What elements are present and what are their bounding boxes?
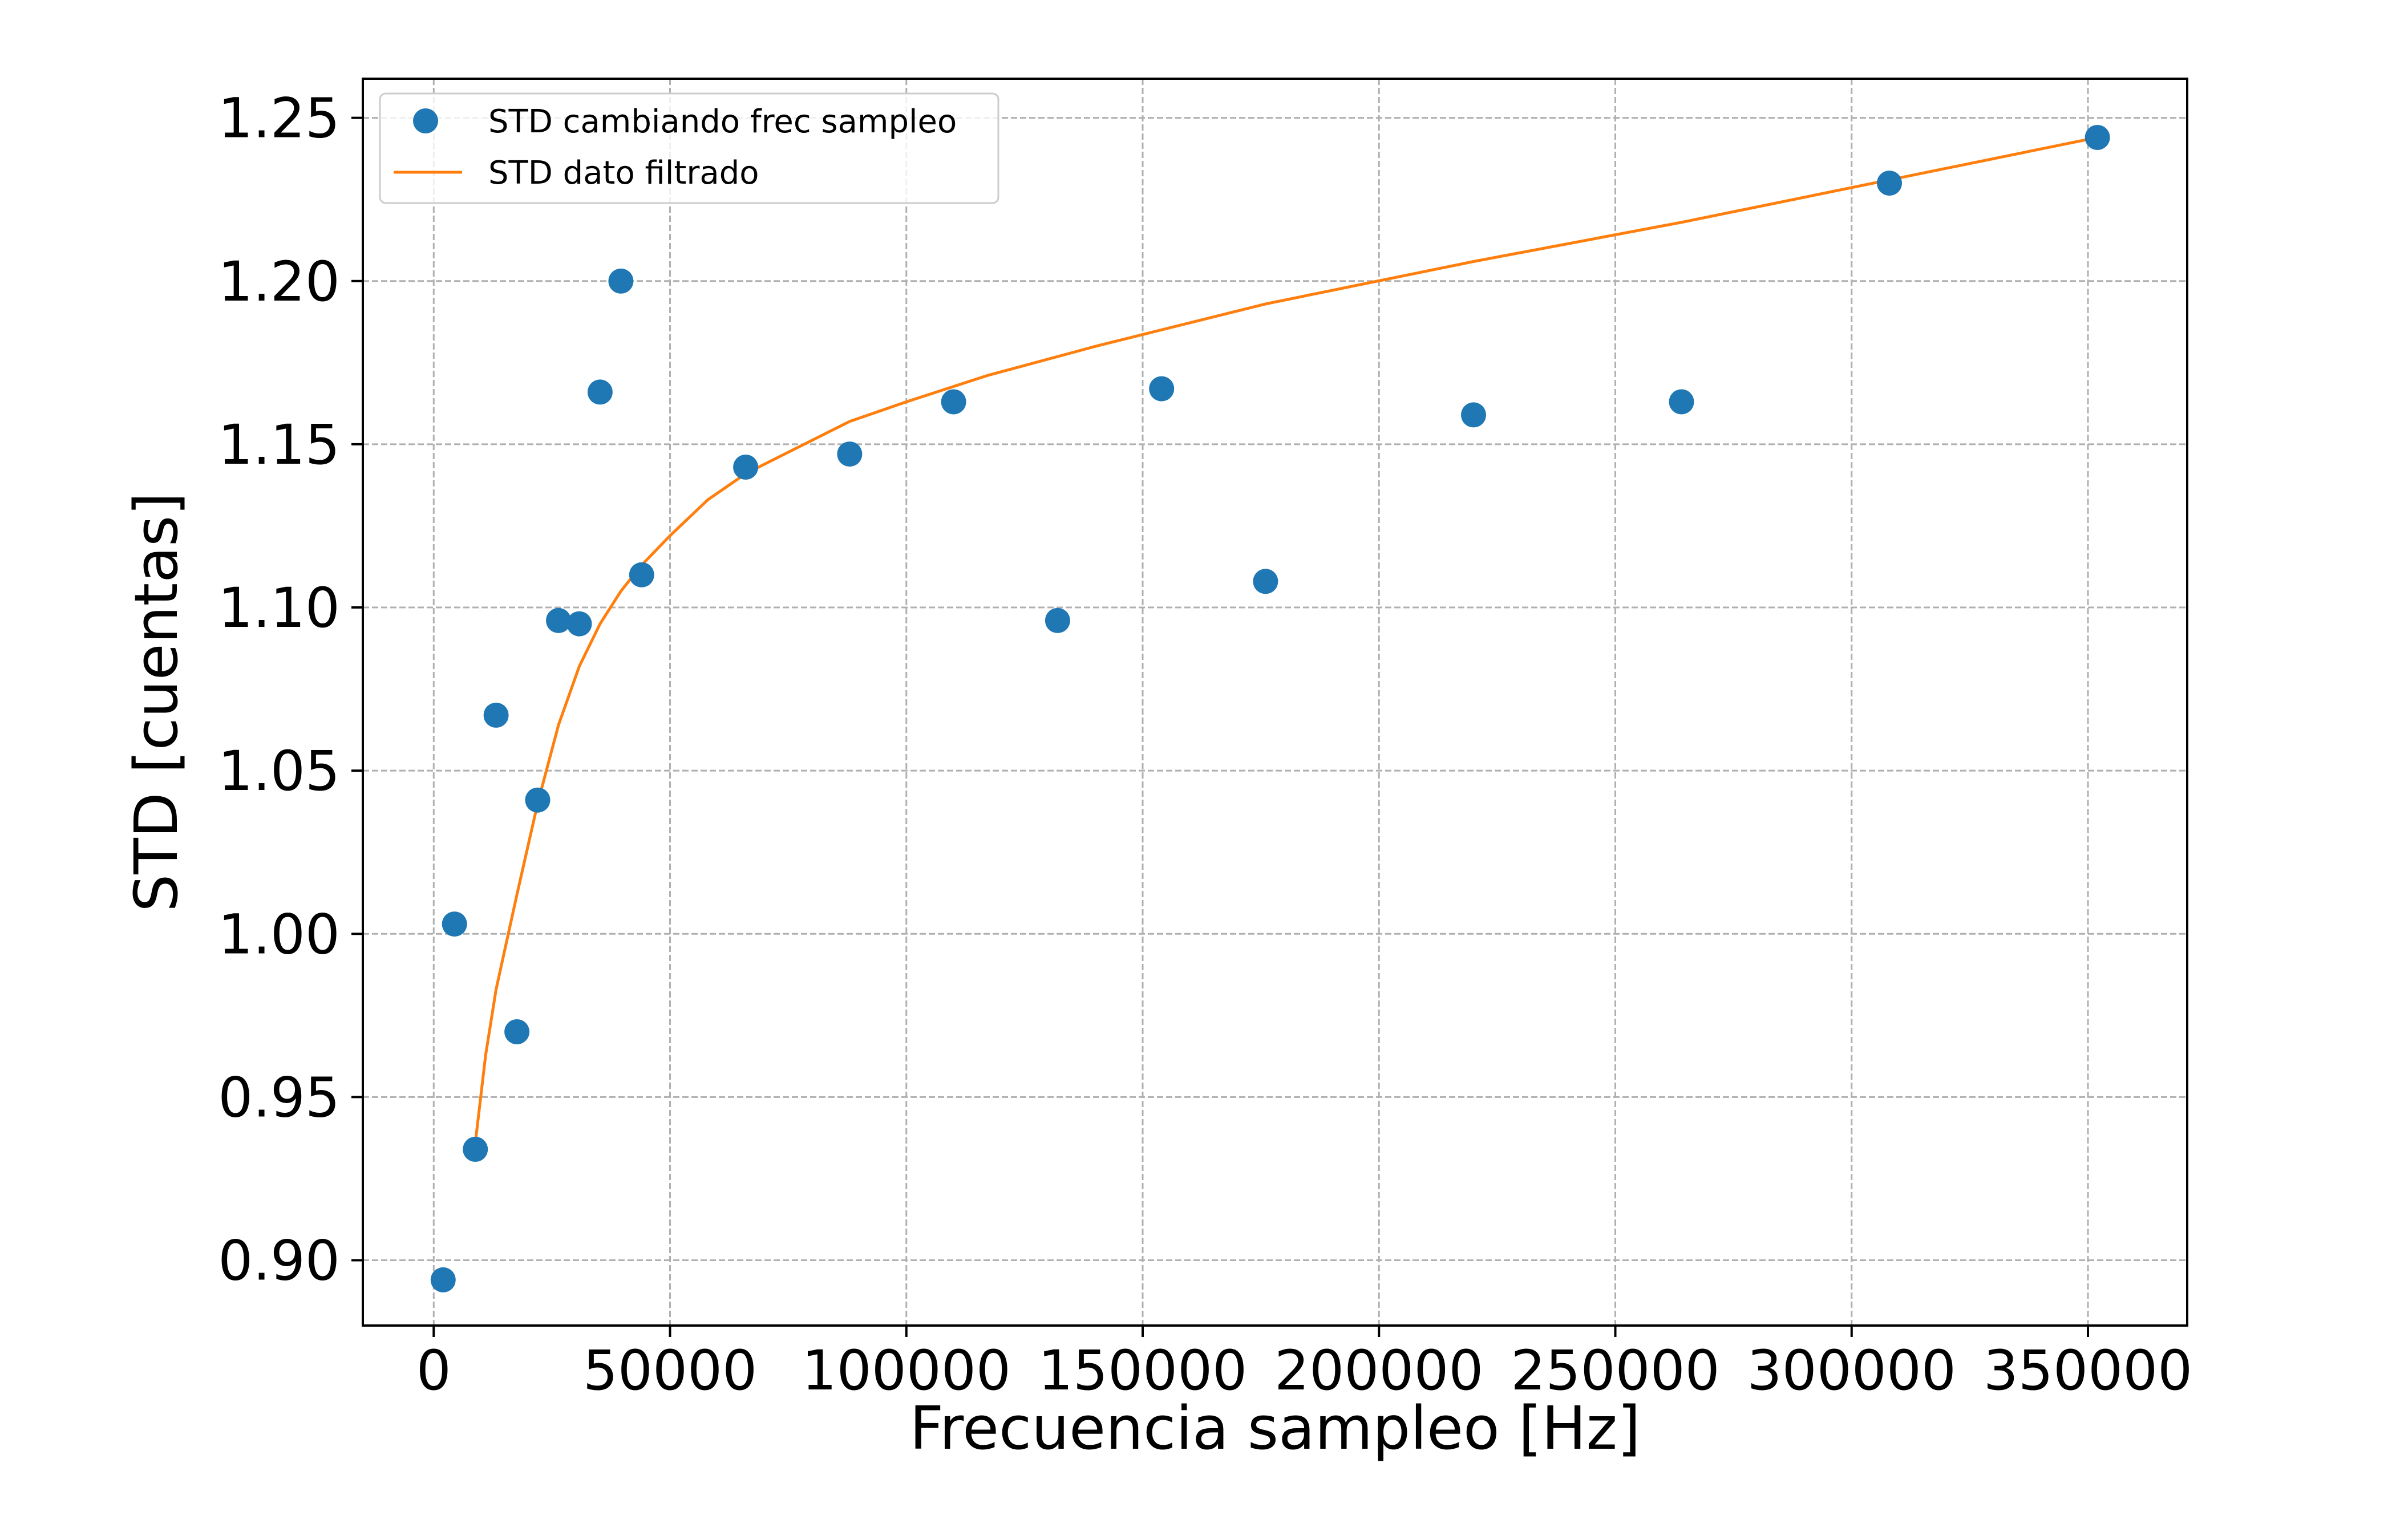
legend-box [379,92,999,204]
scatter-point [629,562,654,587]
y-tick-label: 1.15 [218,413,340,477]
scatter-point [1669,389,1694,415]
scatter-point [430,1267,456,1292]
axis-ticks: 0 50000 100000 150000 200000 250000 300000 3500… [218,87,2192,1403]
scatter-point [483,702,509,728]
y-axis-label: STD [cuentas] [122,492,191,912]
y-tick-label: 0.95 [218,1065,340,1129]
x-tick-label: 100000 [802,1339,1011,1403]
scatter-point [504,1019,530,1044]
scatter-point [1045,607,1070,633]
scatter-point [463,1137,488,1162]
scatter-point [442,911,467,937]
legend-label-scatter: STD cambiando frec sampleo [488,103,957,140]
x-axis-label: Frecuencia sampleo [Hz] [909,1393,1640,1463]
scatter-point [941,389,966,415]
series-line-std-filtrado [473,136,2098,1143]
scatter-point [1461,402,1486,428]
x-tick-label: 350000 [1984,1339,2192,1403]
scatter-point [1253,569,1278,594]
x-tick-label: 150000 [1038,1339,1247,1403]
grid-lines [363,79,2187,1326]
scatter-point [587,379,613,405]
x-tick-label: 250000 [1511,1339,1719,1403]
scatter-point [525,787,551,813]
y-tick-label: 1.05 [218,739,340,803]
scatter-point [566,611,592,637]
y-tick-label: 1.25 [218,87,340,151]
x-tick-label: 300000 [1747,1339,1956,1403]
legend-label-line: STD dato filtrado [488,155,759,192]
scatter-point [2085,125,2110,150]
scatter-point [608,268,634,294]
scatter-point [837,441,863,467]
scatter-point [1149,376,1175,402]
y-tick-label: 1.20 [218,250,340,314]
legend: STD cambiando frec sampleo STD dato filt… [379,92,999,204]
x-tick-label: 50000 [583,1339,757,1403]
scatter-point [733,455,759,480]
y-tick-label: 1.10 [218,576,340,640]
scatter-point [1877,171,1902,196]
axes-frame [362,78,2188,1327]
x-tick-label: 200000 [1274,1339,1483,1403]
plot-area [430,125,2110,1292]
y-tick-label: 0.90 [218,1229,340,1293]
x-tick-label: 0 [416,1339,451,1403]
legend-marker-scatter [413,108,438,133]
scatter-point [546,607,571,633]
y-tick-label: 1.00 [218,902,340,966]
